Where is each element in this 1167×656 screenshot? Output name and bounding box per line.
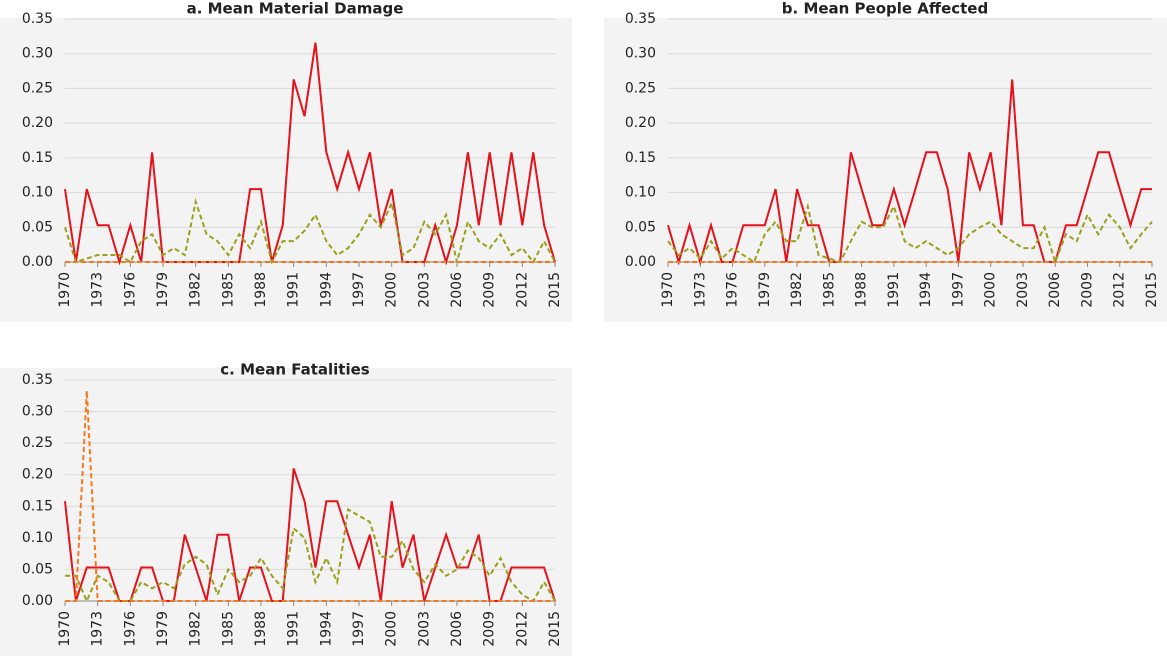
y-tick-label: 0.10 (22, 185, 53, 201)
y-tick-label: 0.05 (625, 219, 656, 235)
x-tick-label: 2006 (449, 611, 465, 647)
x-tick-label: 1997 (351, 611, 367, 647)
x-tick-label: 1976 (122, 272, 138, 308)
x-tick-label: 1970 (57, 611, 73, 647)
x-tick-label: 2015 (1144, 272, 1160, 308)
series-line (64, 468, 556, 602)
chart-title: c. Mean Fatalities (220, 361, 369, 379)
panel-bg (0, 368, 572, 656)
y-tick-label: 0.20 (22, 467, 53, 483)
x-tick-label: 1994 (318, 272, 334, 308)
series-line (65, 390, 555, 602)
x-tick-label: 2006 (1047, 272, 1063, 308)
x-tick-label: 1985 (220, 611, 236, 647)
x-tick-label: 2003 (416, 611, 432, 647)
panel-bg (604, 18, 1167, 322)
x-tick-label: 2015 (547, 272, 563, 308)
series-line (65, 507, 556, 604)
x-tick-label: 2000 (384, 272, 400, 308)
x-tick-label: 1982 (188, 272, 204, 308)
x-tick-label: 1970 (660, 272, 676, 308)
x-tick-label: 2000 (384, 611, 400, 647)
y-tick-label: 0.25 (22, 80, 53, 96)
chart-title: b. Mean People Affected (782, 0, 988, 18)
x-tick-label: 1991 (886, 272, 902, 308)
y-tick-label: 0.15 (22, 150, 53, 166)
x-tick-label: 2009 (482, 272, 498, 308)
y-tick-label: 0.00 (22, 254, 53, 270)
x-tick-label: 1991 (286, 611, 302, 647)
y-tick-label: 0.10 (625, 185, 656, 201)
x-tick-label: 1988 (854, 272, 870, 308)
x-tick-label: 1976 (725, 272, 741, 308)
y-tick-label: 0.15 (625, 150, 656, 166)
y-tick-label: 0.05 (22, 561, 53, 577)
y-tick-label: 0.35 (22, 372, 53, 388)
series-line (64, 42, 556, 266)
x-tick-label: 1988 (253, 611, 269, 647)
x-tick-label: 2009 (482, 611, 498, 647)
y-tick-label: 0.30 (22, 404, 53, 420)
y-tick-label: 0.30 (22, 46, 53, 62)
y-tick-label: 0.20 (625, 115, 656, 131)
x-tick-label: 1979 (155, 272, 171, 308)
x-tick-label: 1982 (188, 611, 204, 647)
x-tick-label: 1997 (351, 272, 367, 308)
x-tick-label: 1994 (318, 611, 334, 647)
x-tick-label: 2003 (416, 272, 432, 308)
x-tick-label: 1979 (757, 272, 773, 308)
x-tick-label: 2012 (514, 272, 530, 308)
y-tick-label: 0.10 (22, 530, 53, 546)
x-tick-label: 1982 (789, 272, 805, 308)
x-tick-label: 1973 (90, 611, 106, 647)
x-tick-label: 2015 (547, 611, 563, 647)
y-tick-label: 0.35 (625, 11, 656, 27)
series-line (667, 202, 1153, 266)
series-line (64, 197, 556, 265)
y-tick-label: 0.00 (625, 254, 656, 270)
x-tick-label: 1976 (122, 611, 138, 647)
y-tick-label: 0.00 (22, 593, 53, 609)
x-tick-label: 1973 (692, 272, 708, 308)
x-tick-label: 2012 (514, 611, 530, 647)
x-tick-label: 1979 (155, 611, 171, 647)
y-tick-label: 0.30 (625, 46, 656, 62)
x-tick-label: 1973 (90, 272, 106, 308)
x-tick-label: 1994 (918, 272, 934, 308)
x-tick-label: 1985 (220, 272, 236, 308)
x-tick-label: 1970 (57, 272, 73, 308)
x-tick-label: 2009 (1079, 272, 1095, 308)
x-tick-label: 1991 (286, 272, 302, 308)
x-tick-label: 2012 (1112, 272, 1128, 308)
y-tick-label: 0.15 (22, 498, 53, 514)
x-tick-label: 1997 (950, 272, 966, 308)
y-tick-label: 0.35 (22, 11, 53, 27)
chart-title: a. Mean Material Damage (187, 0, 404, 18)
x-tick-label: 1988 (253, 272, 269, 308)
y-tick-label: 0.25 (625, 80, 656, 96)
x-tick-label: 2003 (1015, 272, 1031, 308)
y-tick-label: 0.20 (22, 115, 53, 131)
x-tick-label: 2006 (449, 272, 465, 308)
x-tick-label: 1985 (821, 272, 837, 308)
series-line (667, 79, 1152, 266)
x-tick-label: 2000 (983, 272, 999, 308)
y-tick-label: 0.05 (22, 219, 53, 235)
y-tick-label: 0.25 (22, 435, 53, 451)
